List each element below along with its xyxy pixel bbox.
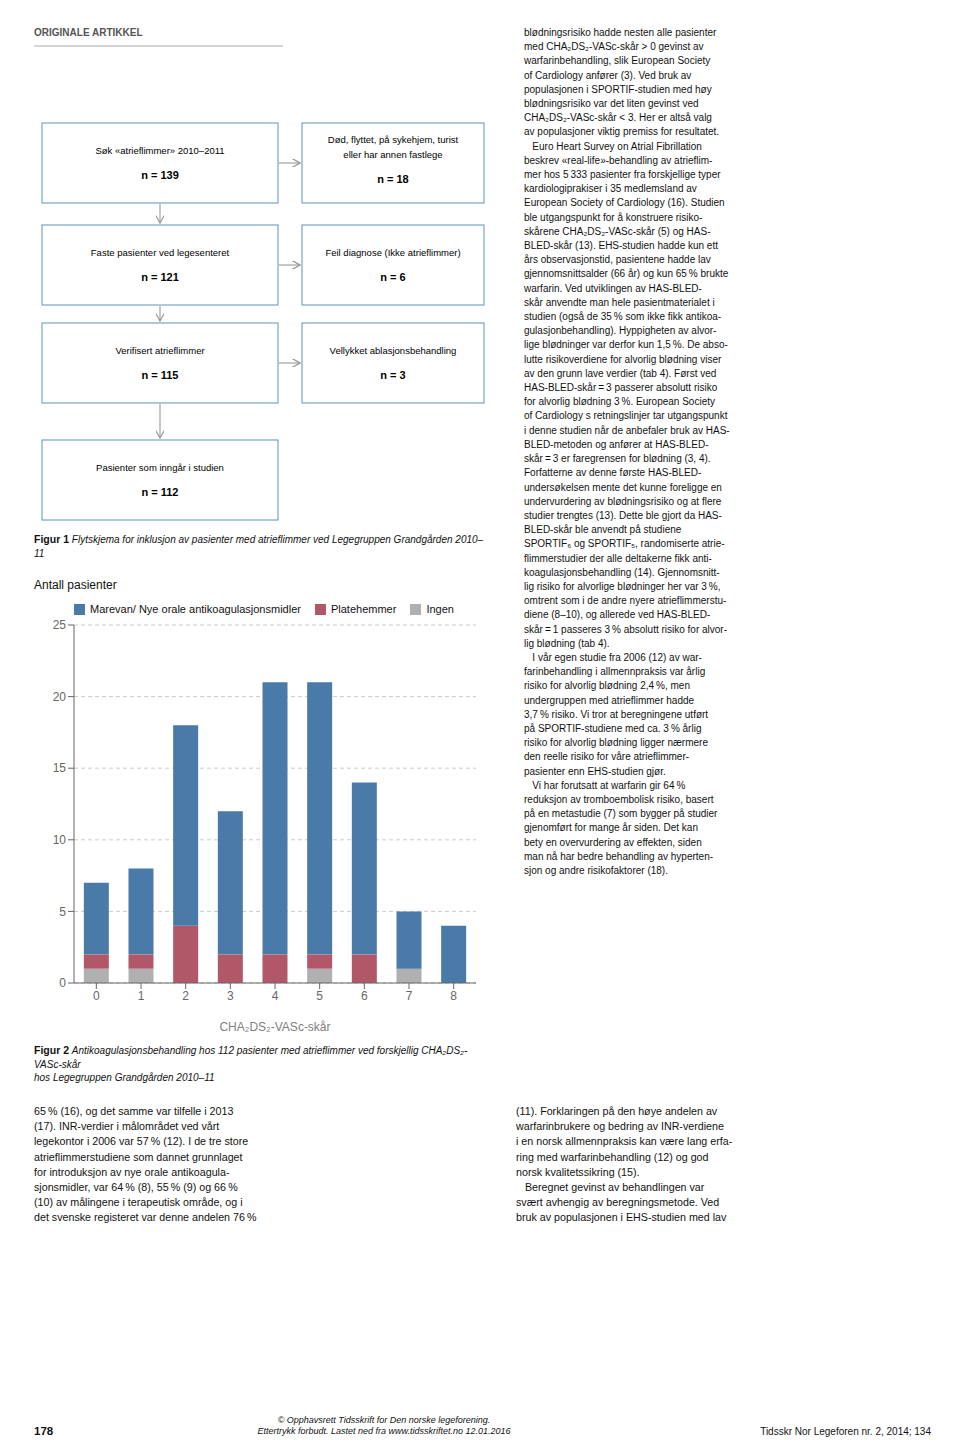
html-text:178: 178 <box>34 1425 54 1437</box>
svg-text:20: 20 <box>53 690 67 704</box>
html-text:65 % (16), og det samme var ti: 65 % (16), og det samme var tilfelle i 2… <box>34 1105 257 1224</box>
svg-text:10: 10 <box>53 833 67 847</box>
svg-text:eller har annen fastlege: eller har annen fastlege <box>343 149 442 160</box>
html-text:Tidsskr Nor Legeforen nr. 2, 2: Tidsskr Nor Legeforen nr. 2, 2014; 134 <box>760 1426 931 1437</box>
svg-text:Død, flyttet, på sykehjem, tur: Død, flyttet, på sykehjem, turist <box>328 134 459 145</box>
svg-text:3: 3 <box>227 989 234 1003</box>
svg-text:6: 6 <box>361 989 368 1003</box>
svg-text:8: 8 <box>450 989 457 1003</box>
html-text:Marevan/ Nye orale antikoagula: Marevan/ Nye orale antikoagulasjonsmidle… <box>90 603 301 615</box>
svg-text:Pasienter som inngår i studien: Pasienter som inngår i studien <box>96 462 224 473</box>
svg-text:0: 0 <box>93 989 100 1003</box>
svg-text:4: 4 <box>272 989 279 1003</box>
svg-text:7: 7 <box>406 989 413 1003</box>
svg-text:Søk «atrieflimmer» 2010–2011: Søk «atrieflimmer» 2010–2011 <box>95 145 224 156</box>
svg-text:2: 2 <box>182 989 189 1003</box>
svg-text:n = 115: n = 115 <box>141 369 178 381</box>
svg-text:5: 5 <box>316 989 323 1003</box>
svg-text:15: 15 <box>53 761 67 775</box>
svg-text:0: 0 <box>59 976 66 990</box>
html-text:Ingen: Ingen <box>426 603 454 615</box>
html-text:Figur 1 Flytskjema for inklusj: Figur 1 Flytskjema for inklusjon av pasi… <box>34 533 484 559</box>
svg-text:1: 1 <box>138 989 145 1003</box>
svg-text:Vellykket ablasjonsbehandling: Vellykket ablasjonsbehandling <box>330 345 457 356</box>
svg-text:ORIGINALE ARTIKKEL: ORIGINALE ARTIKKEL <box>34 27 143 38</box>
svg-text:n = 139: n = 139 <box>141 169 179 181</box>
svg-text:n = 18: n = 18 <box>377 173 409 185</box>
html-text:(11). Forklaringen på den høye: (11). Forklaringen på den høye andelen a… <box>516 1105 733 1224</box>
svg-text:5: 5 <box>59 905 66 919</box>
html-text:Figur 2 Antikoagulasjonsbehand: Figur 2 Antikoagulasjonsbehandling hos 1… <box>34 1044 468 1083</box>
html-text:Antall pasienter: Antall pasienter <box>34 578 117 592</box>
html-text:Platehemmer: Platehemmer <box>331 603 397 615</box>
svg-text:n = 6: n = 6 <box>380 271 405 283</box>
svg-text:Feil diagnose (Ikke atrieflimm: Feil diagnose (Ikke atrieflimmer) <box>325 247 460 258</box>
html-text:blødningsrisiko hadde nesten a: blødningsrisiko hadde nesten alle pasien… <box>524 27 730 876</box>
svg-text:25: 25 <box>53 618 67 632</box>
svg-text:Verifisert atrieflimmer: Verifisert atrieflimmer <box>115 345 204 356</box>
svg-text:CHA₂DS₂-VASc-skår: CHA₂DS₂-VASc-skår <box>219 1020 330 1034</box>
html-text:© Opphavsrett Tidsskrift for D: © Opphavsrett Tidsskrift for Den norske … <box>257 1415 511 1436</box>
svg-text:n = 112: n = 112 <box>141 486 178 498</box>
svg-text:Faste pasienter ved legesenter: Faste pasienter ved legesenteret <box>91 247 230 258</box>
svg-text:n = 121: n = 121 <box>141 271 179 283</box>
svg-text:n = 3: n = 3 <box>380 369 405 381</box>
